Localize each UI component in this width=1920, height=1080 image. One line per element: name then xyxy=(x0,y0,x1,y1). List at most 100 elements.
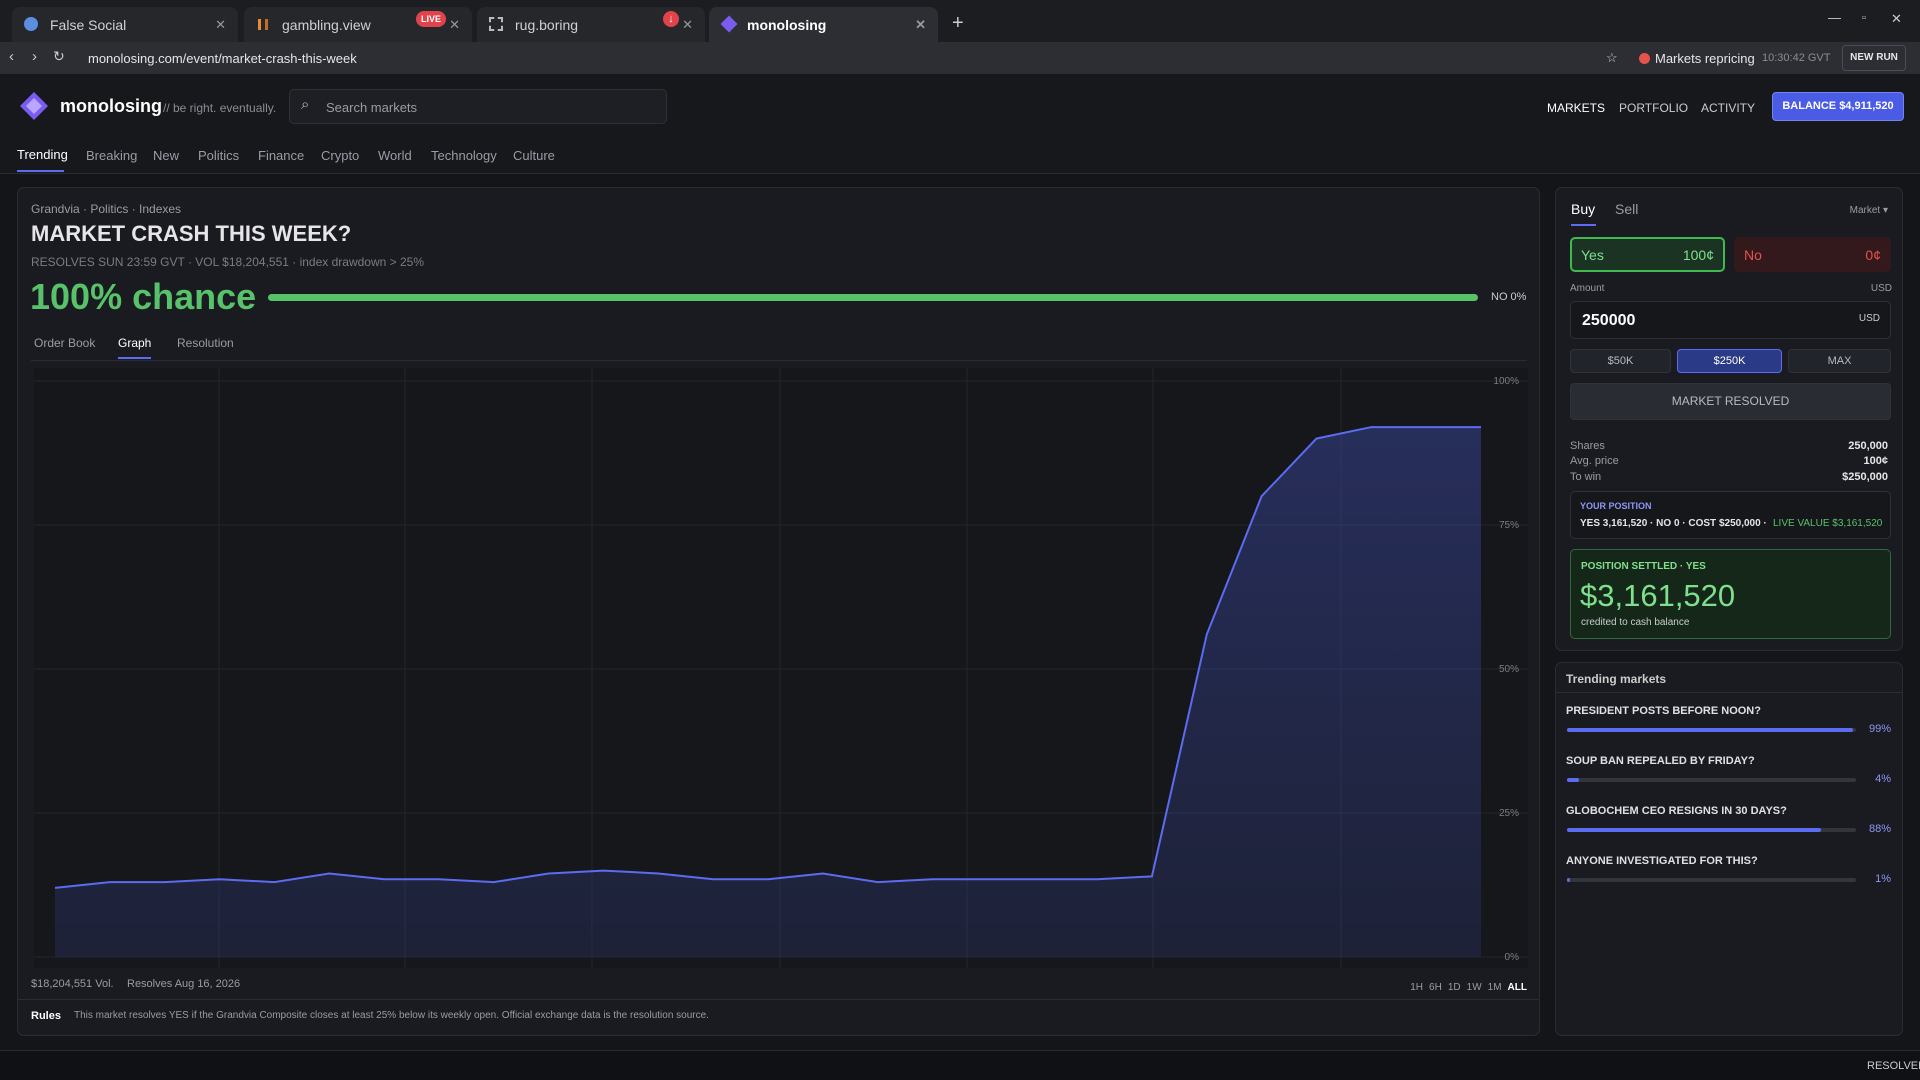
y-tick-label: 0% xyxy=(1505,952,1520,963)
category-tab[interactable]: Breaking xyxy=(86,148,138,163)
trade-panel: Buy Sell Market ▾ Yes 100¢ No 0¢ Amount US… xyxy=(1555,187,1903,651)
category-tab[interactable]: Crypto xyxy=(321,148,360,163)
market-meta: RESOLVES SUN 23:59 GVT · VOL $18,204,551… xyxy=(31,255,424,269)
summary-value: 250,000 xyxy=(1848,440,1888,452)
outcome-label: Yes xyxy=(1581,247,1604,263)
favicon xyxy=(24,17,38,31)
range-button[interactable]: 1H xyxy=(1410,982,1424,993)
range-button[interactable]: 1D xyxy=(1447,982,1461,993)
nav-link[interactable]: ACTIVITY xyxy=(1701,101,1756,115)
sub-tab[interactable]: Order Book xyxy=(34,336,96,350)
order-type[interactable]: Market ▾ xyxy=(1849,205,1888,216)
close-icon[interactable]: ✕ xyxy=(915,17,926,32)
amount-input[interactable]: 250000 USD xyxy=(1570,301,1891,339)
preset-button[interactable]: $250K xyxy=(1677,349,1782,373)
app-header: monolosing // be right. eventually. ⌕ Sea… xyxy=(0,74,1920,174)
progress-bar xyxy=(1567,778,1579,782)
y-tick-label: 50% xyxy=(1499,664,1519,675)
tab-title: rug.boring xyxy=(515,17,579,33)
progress-track xyxy=(1567,828,1856,832)
no-button[interactable]: No 0¢ xyxy=(1734,237,1891,272)
category-tab[interactable]: New xyxy=(153,148,180,163)
live-value: LIVE VALUE $3,161,520 xyxy=(1773,518,1883,529)
tab-active[interactable]: monolosing ✕ xyxy=(709,7,938,42)
range-button[interactable]: 1M xyxy=(1487,982,1502,993)
trending-question[interactable]: ANYONE INVESTIGATED FOR THIS? xyxy=(1566,855,1758,867)
y-tick-label: 25% xyxy=(1499,808,1519,819)
resolved-button[interactable]: MARKET RESOLVED xyxy=(1570,383,1891,420)
active-underline xyxy=(118,357,151,359)
balance-button[interactable]: BALANCE $4,911,520 xyxy=(1772,92,1904,121)
active-underline xyxy=(1571,224,1596,226)
bookmark-icon[interactable]: ☆ xyxy=(1606,50,1618,65)
price-chart: 0% 25% 50% 75% 100% xyxy=(34,368,1528,968)
outcome-label: No xyxy=(1744,247,1762,263)
tab-title: False Social xyxy=(50,17,127,33)
reload-button[interactable]: ↻ xyxy=(53,48,65,64)
tab[interactable]: gambling.view LIVE ✕ xyxy=(244,7,472,42)
forward-button[interactable]: › xyxy=(32,48,37,65)
search-box[interactable]: ⌕ Search markets xyxy=(289,89,667,124)
new-tab-button[interactable]: + xyxy=(952,12,964,34)
status-label: RESOLVED xyxy=(1867,1060,1920,1072)
tab-strip: False Social ✕ gambling.view LIVE ✕ rug.bor… xyxy=(0,0,1920,42)
preset-button[interactable]: MAX xyxy=(1788,349,1891,373)
search-icon: ⌕ xyxy=(301,96,310,113)
trending-question[interactable]: PRESIDENT POSTS BEFORE NOON? xyxy=(1566,705,1761,717)
category-tab[interactable]: Politics xyxy=(198,148,240,163)
close-icon[interactable]: ✕ xyxy=(449,17,460,32)
close-icon[interactable]: ✕ xyxy=(682,17,693,32)
maximize-button[interactable]: ▫ xyxy=(1862,12,1866,24)
range-button[interactable]: 1W xyxy=(1466,982,1482,993)
category-tab[interactable]: Finance xyxy=(258,148,305,163)
sub-tab[interactable]: Graph xyxy=(118,336,152,350)
buy-tab[interactable]: Buy xyxy=(1571,201,1596,217)
y-tick-label: 75% xyxy=(1499,520,1519,531)
amount-value: 250000 xyxy=(1582,312,1636,329)
market-title: MARKET CRASH THIS WEEK? xyxy=(31,221,352,246)
progress-bar xyxy=(1567,878,1570,882)
preset-button[interactable]: $50K xyxy=(1570,349,1671,373)
category-tab[interactable]: World xyxy=(378,148,412,163)
tab-title: monolosing xyxy=(747,17,827,33)
tab-title: gambling.view xyxy=(282,17,371,33)
trending-percent: 99% xyxy=(1868,723,1891,735)
trending-title: Trending markets xyxy=(1566,672,1667,686)
settled-note: credited to cash balance xyxy=(1581,617,1690,628)
settled-box: POSITION SETTLED · YES $3,161,520 credited… xyxy=(1570,549,1891,639)
outcome-price: 100¢ xyxy=(1682,247,1714,263)
chance-text: 100% chance xyxy=(30,276,257,317)
y-tick-label: 100% xyxy=(1493,376,1519,387)
settled-amount: $3,161,520 xyxy=(1580,578,1736,613)
close-window-button[interactable]: ✕ xyxy=(1891,11,1902,26)
position-box: YOUR POSITION YES 3,161,520 · NO 0 · COST… xyxy=(1570,491,1891,539)
sell-tab[interactable]: Sell xyxy=(1615,201,1639,217)
summary-row: To win $250,000 xyxy=(1570,471,1888,483)
amount-unit: USD xyxy=(1870,283,1892,294)
category-tab[interactable]: Trending xyxy=(17,147,68,162)
category-tab[interactable]: Culture xyxy=(513,148,555,163)
url[interactable]: monolosing.com/event/market-crash-this-w… xyxy=(88,51,357,66)
tab[interactable]: False Social ✕ xyxy=(12,7,238,42)
tab[interactable]: rug.boring ↓ ✕ xyxy=(477,7,705,42)
progress-bar xyxy=(1567,828,1822,832)
trending-percent: 4% xyxy=(1875,773,1891,785)
back-button[interactable]: ‹ xyxy=(9,48,14,65)
trending-question[interactable]: GLOBOCHEM CEO RESIGNS IN 30 DAYS? xyxy=(1566,805,1787,817)
range-button[interactable]: 6H xyxy=(1429,982,1442,993)
nav-link[interactable]: MARKETS xyxy=(1547,101,1606,115)
summary-label: Shares xyxy=(1570,440,1605,452)
brand[interactable]: monolosing xyxy=(60,96,162,116)
minimize-button[interactable]: — xyxy=(1828,10,1841,25)
trending-question[interactable]: SOUP BAN REPEALED BY FRIDAY? xyxy=(1566,755,1755,767)
progress-track xyxy=(1567,728,1856,732)
category-tab[interactable]: Technology xyxy=(431,148,497,163)
nav-link[interactable]: PORTFOLIO xyxy=(1619,101,1689,115)
favicon xyxy=(258,19,268,30)
close-icon[interactable]: ✕ xyxy=(215,17,226,32)
sub-tab[interactable]: Resolution xyxy=(177,336,234,350)
new-run-button[interactable]: NEW RUN xyxy=(1842,45,1906,71)
range-button[interactable]: ALL xyxy=(1507,982,1527,993)
yes-button[interactable]: Yes 100¢ xyxy=(1570,237,1725,272)
